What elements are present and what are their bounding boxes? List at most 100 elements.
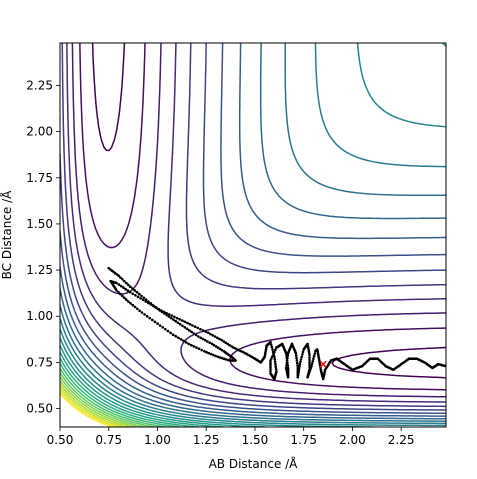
y-tick-label: 1.75 — [26, 171, 53, 185]
trajectory-point — [312, 357, 315, 361]
trajectory-point — [214, 345, 218, 348]
trajectory-point — [192, 345, 196, 348]
trajectory-point — [121, 278, 124, 281]
trajectory-point — [203, 338, 207, 342]
trajectory-point — [222, 357, 226, 361]
trajectory-point — [123, 279, 126, 283]
trajectory-point — [270, 357, 273, 360]
trajectory-point — [220, 338, 224, 342]
trajectory-point — [310, 364, 313, 368]
trajectory-point — [195, 346, 198, 349]
trajectory-point — [298, 365, 301, 368]
trajectory-point — [193, 325, 197, 329]
contour-line — [60, 386, 125, 427]
trajectory-point — [133, 289, 136, 292]
trajectory-point — [188, 329, 191, 332]
trajectory-point — [206, 331, 210, 335]
x-tick-label: 0.75 — [95, 433, 122, 447]
contour-line — [91, 43, 446, 379]
trajectory-point — [149, 303, 153, 306]
trajectory-point — [204, 330, 207, 333]
trajectory-point — [296, 373, 300, 377]
contour-line — [60, 43, 446, 415]
trajectory-point — [218, 356, 222, 359]
trajectory-point — [191, 324, 194, 327]
y-tick-label: 2.00 — [26, 125, 53, 139]
trajectory-point — [295, 359, 299, 362]
trajectory-point — [141, 298, 145, 302]
trajectory-point — [312, 354, 316, 358]
trajectory-point — [224, 341, 227, 345]
trajectory-point — [273, 358, 277, 361]
trajectory-point — [308, 356, 311, 359]
trajectory-point — [310, 362, 314, 365]
trajectory-point — [182, 339, 185, 343]
trajectory-point — [269, 372, 272, 375]
trajectory-point — [171, 333, 175, 337]
trajectory-point — [129, 302, 132, 305]
trajectory-point — [295, 361, 299, 365]
trajectory-point — [269, 370, 272, 373]
trajectory-point — [271, 348, 274, 351]
trajectory-point — [226, 358, 229, 362]
trajectory-point — [152, 304, 155, 308]
trajectory-point — [206, 340, 209, 343]
trajectory-point — [117, 283, 121, 286]
x-tick-label: 1.25 — [193, 433, 220, 447]
x-tick-label: 2.00 — [339, 433, 366, 447]
x-axis-ticks: 0.50 0.75 1.00 1.25 1.50 1.75 2.00 2.25 — [47, 427, 415, 447]
trajectory-point — [297, 371, 300, 375]
trajectory-point — [147, 301, 150, 305]
trajectory-point — [167, 315, 171, 318]
contour-line — [60, 379, 138, 427]
trajectory-point — [157, 307, 161, 311]
trajectory-point — [299, 358, 303, 361]
trajectory-point — [308, 353, 311, 357]
trajectory-point — [297, 369, 301, 373]
trajectory-point — [166, 329, 170, 333]
trajectory-point — [160, 309, 163, 313]
contour-line — [60, 371, 156, 427]
end-marker — [319, 360, 327, 368]
trajectory-point — [216, 355, 220, 359]
trajectory-point — [139, 297, 142, 300]
trajectory-point — [296, 364, 299, 367]
trajectory-point — [211, 334, 214, 337]
trajectory-point — [308, 358, 311, 362]
trajectory-point — [135, 290, 139, 294]
trajectory-point — [209, 332, 212, 336]
trajectory-point — [185, 327, 189, 331]
trajectory-point — [209, 352, 213, 356]
trajectory-point — [140, 311, 144, 314]
trajectory-point — [119, 276, 122, 279]
trajectory-point — [190, 330, 193, 334]
trajectory-point — [119, 292, 122, 296]
trajectory-point — [284, 351, 288, 355]
trajectory-point — [443, 364, 446, 368]
x-tick-label: 1.75 — [290, 433, 317, 447]
y-tick-label: 1.25 — [26, 263, 53, 277]
trajectory-point — [151, 318, 154, 322]
trajectory-point — [192, 332, 196, 335]
trajectory-point — [212, 343, 216, 347]
trajectory-point — [144, 300, 148, 303]
trajectory-point — [269, 343, 273, 346]
trajectory-point — [124, 287, 127, 291]
y-tick-label: 0.50 — [26, 402, 53, 416]
trajectory-point — [284, 366, 288, 370]
trajectory-point — [138, 309, 141, 313]
trajectory-point — [311, 359, 315, 363]
trajectory-point — [162, 310, 166, 314]
trajectory-point — [148, 316, 151, 320]
trajectory-point — [136, 307, 139, 311]
x-tick-label: 1.50 — [242, 433, 269, 447]
trajectory-point — [128, 285, 132, 289]
trajectory-point — [218, 347, 222, 351]
trajectory-point — [197, 347, 201, 351]
trajectory-point — [169, 331, 172, 335]
trajectory-point — [179, 338, 183, 341]
contour-lines — [60, 43, 446, 427]
trajectory-point — [131, 287, 134, 290]
trajectory-point — [126, 289, 130, 293]
contour-line — [60, 43, 446, 427]
